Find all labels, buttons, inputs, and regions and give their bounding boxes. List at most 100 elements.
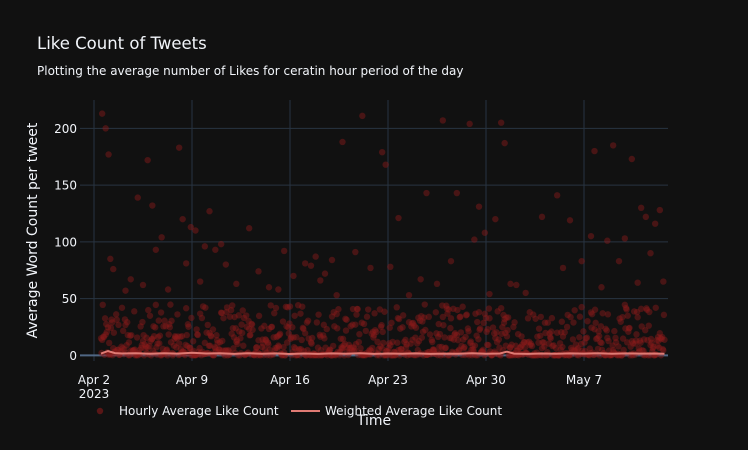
scatter-point xyxy=(279,318,287,325)
scatter-point xyxy=(367,264,374,272)
scatter-point xyxy=(421,301,428,308)
scatter-point xyxy=(441,345,449,352)
scatter-point xyxy=(468,346,475,354)
scatter-point xyxy=(508,341,515,348)
scatter-point xyxy=(352,248,359,256)
scatter-point xyxy=(483,328,490,336)
scatter-point xyxy=(321,270,329,277)
scatter-point xyxy=(185,323,192,330)
scatter-point xyxy=(208,333,215,340)
scatter-point xyxy=(189,338,197,345)
scatter-point xyxy=(348,347,356,354)
scatter-point xyxy=(656,330,664,337)
scatter-point xyxy=(175,340,183,347)
y-tick-label: 50 xyxy=(62,292,77,306)
scatter-point xyxy=(353,311,360,318)
scatter-point xyxy=(598,346,606,354)
scatter-point xyxy=(493,338,501,346)
scatter-point xyxy=(638,323,645,330)
grid-layer xyxy=(80,100,668,361)
scatter-point xyxy=(528,342,536,350)
scatter-point xyxy=(602,325,609,332)
scatter-point xyxy=(139,337,147,345)
scatter-point xyxy=(442,344,449,351)
scatter-point xyxy=(433,280,441,288)
scatter-point xyxy=(163,347,170,354)
scatter-point xyxy=(339,138,346,146)
scatter-point xyxy=(647,341,654,349)
scatter-point xyxy=(203,329,210,336)
scatter-point xyxy=(303,319,311,326)
scatter-point xyxy=(381,308,388,315)
scatter-point xyxy=(572,341,580,348)
scatter-point xyxy=(323,325,330,333)
scatter-point xyxy=(623,306,630,313)
scatter-point xyxy=(146,312,154,319)
scatter-point xyxy=(545,340,553,347)
scatter-point xyxy=(223,304,231,311)
scatter-point xyxy=(370,332,378,339)
scatter-point xyxy=(418,334,426,341)
scatter-point xyxy=(455,347,462,355)
scatter-point xyxy=(313,319,321,326)
scatter-point xyxy=(105,339,113,347)
scatter-point xyxy=(339,344,346,352)
scatter-point xyxy=(415,314,422,321)
x-tick-label: Apr 9 xyxy=(176,373,208,387)
scatter-point xyxy=(238,329,246,337)
scatter-point xyxy=(317,277,324,284)
scatter-point xyxy=(194,331,202,339)
scatter-point xyxy=(609,342,616,349)
scatter-point xyxy=(658,335,665,343)
scatter-point xyxy=(465,328,472,335)
scatter-point xyxy=(378,345,386,352)
scatter-point xyxy=(108,316,115,323)
scatter-point xyxy=(272,344,279,352)
scatter-point xyxy=(637,305,645,313)
scatter-point xyxy=(285,324,292,331)
scatter-point xyxy=(476,326,483,334)
scatter-point xyxy=(222,347,229,354)
scatter-point xyxy=(240,342,247,349)
scatter-point xyxy=(287,335,294,342)
scatter-point xyxy=(612,334,619,342)
scatter-point xyxy=(484,326,491,333)
scatter-point xyxy=(213,336,221,344)
scatter-point xyxy=(230,334,238,341)
scatter-point xyxy=(463,311,470,318)
scatter-point xyxy=(498,330,505,337)
scatter-point xyxy=(611,327,618,335)
scatter-point xyxy=(445,306,452,313)
scatter-point xyxy=(175,144,183,151)
scatter-point xyxy=(502,329,509,337)
scatter-point xyxy=(248,321,256,328)
scatter-point xyxy=(233,337,241,344)
scatter-point xyxy=(317,333,324,340)
scatter-point xyxy=(415,337,423,345)
scatter-point xyxy=(268,323,276,330)
scatter-point xyxy=(131,308,138,315)
scatter-point xyxy=(236,328,243,335)
scatter-point xyxy=(331,323,338,330)
scatter-point xyxy=(397,345,405,353)
scatter-point xyxy=(457,329,465,336)
scatter-point xyxy=(481,310,489,318)
scatter-point xyxy=(346,344,354,352)
scatter-point xyxy=(535,325,543,332)
scatter-point xyxy=(434,333,442,341)
scatter-point xyxy=(494,308,501,315)
scatter-point xyxy=(527,342,534,349)
scatter-point xyxy=(243,323,251,331)
scatter-point xyxy=(286,303,294,310)
scatter-point xyxy=(459,303,466,310)
scatter-point xyxy=(654,333,662,341)
scatter-point xyxy=(122,287,129,294)
scatter-point xyxy=(343,316,350,323)
scatter-point xyxy=(360,320,368,328)
scatter-point xyxy=(105,151,112,158)
scatter-point xyxy=(622,304,630,312)
scatter-point xyxy=(579,347,586,355)
scatter-point xyxy=(289,324,296,331)
scatter-point xyxy=(353,305,361,313)
scatter-point xyxy=(295,347,302,354)
